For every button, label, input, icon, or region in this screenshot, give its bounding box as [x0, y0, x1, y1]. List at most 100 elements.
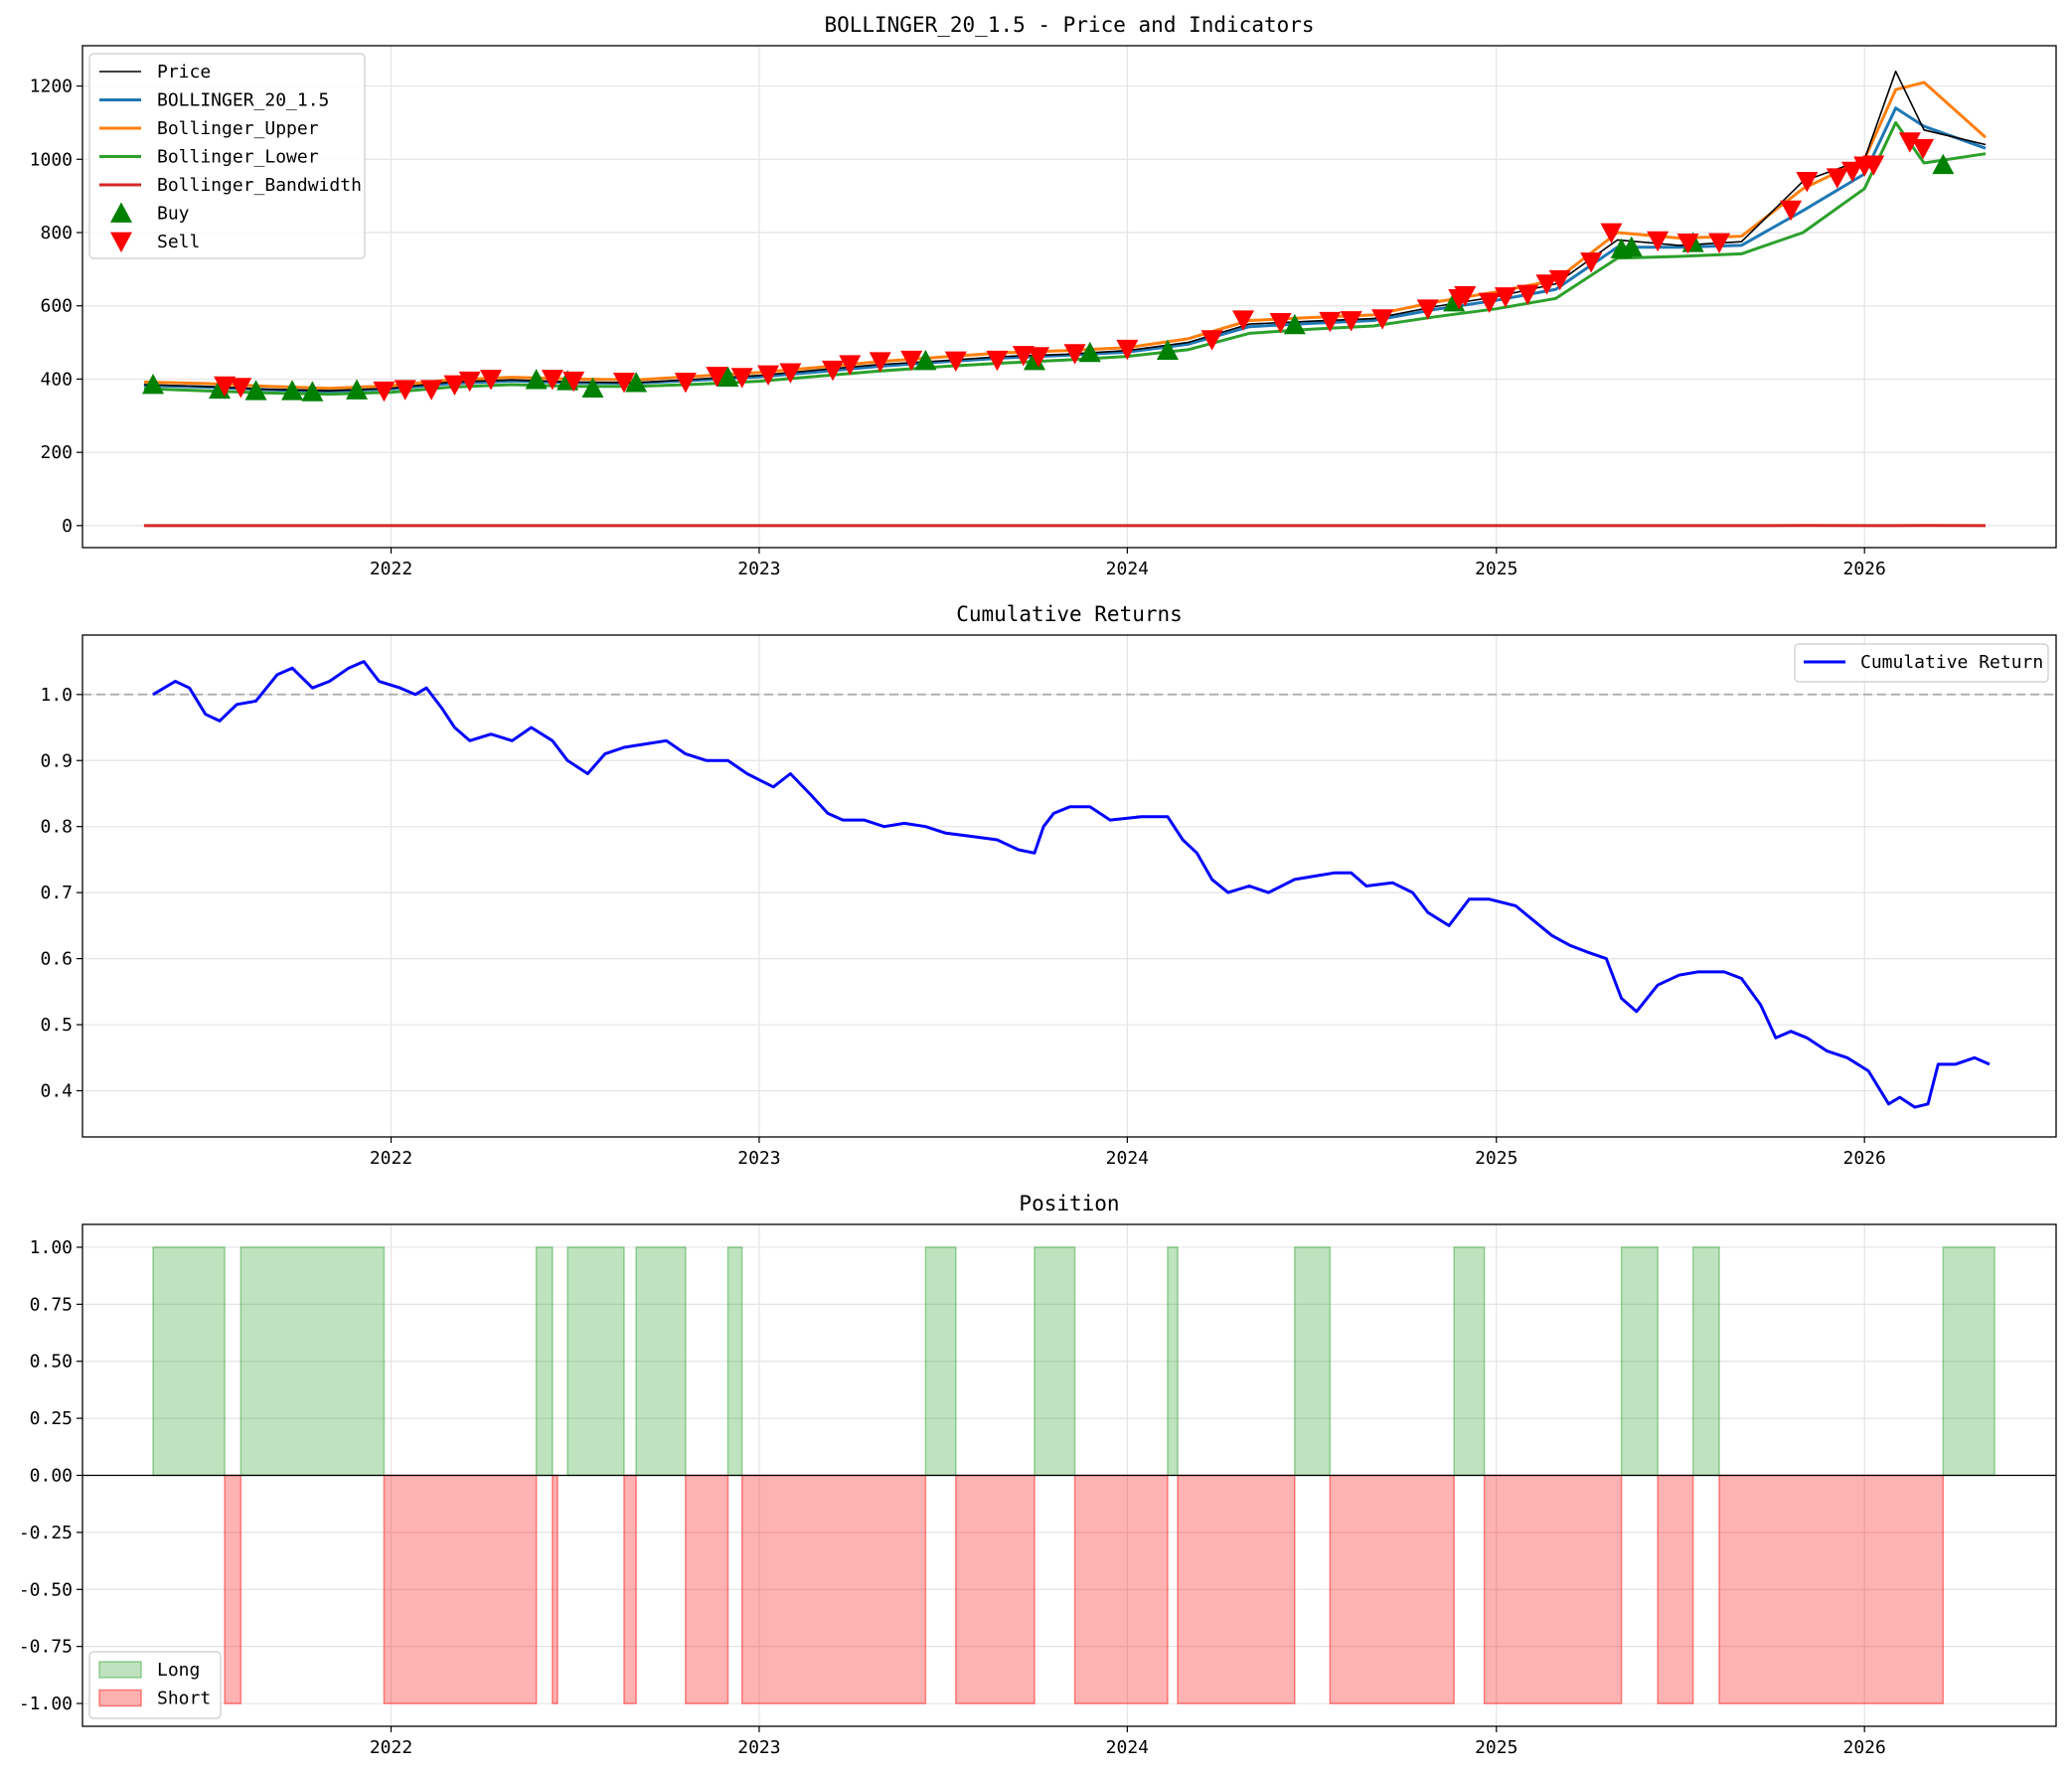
short-position-area [1718, 1474, 1945, 1704]
returns-panel: Cumulative Returns 2022 2023 2024 2025 2026 0… [40, 602, 2057, 1169]
x-tick-label: 2022 [370, 1148, 412, 1169]
x-tick-label: 2024 [1106, 1737, 1149, 1758]
sell-marker [1454, 286, 1477, 307]
y-tick-label: 0.5 [40, 1015, 73, 1036]
y-tick-label: 400 [40, 369, 73, 390]
sell-marker [458, 371, 481, 393]
legend-label: BOLLINGER_20_1.5 [157, 90, 329, 111]
sell-marker [1340, 311, 1362, 332]
buy-marker [346, 379, 369, 400]
y-tick-label: 0.25 [30, 1408, 73, 1429]
short-position-area [552, 1474, 558, 1704]
sell-marker [394, 380, 416, 401]
returns-title: Cumulative Returns [956, 602, 1183, 626]
price-axes-frame [81, 45, 2057, 549]
short-position-area [685, 1474, 729, 1704]
buy-marker [281, 380, 304, 401]
legend-swatch [98, 1661, 142, 1679]
sell-marker [1232, 310, 1255, 331]
legend-label: Bollinger_Bandwidth [157, 175, 362, 196]
buy-marker [1620, 236, 1643, 257]
long-position-area [635, 1246, 687, 1477]
x-tick-label: 2026 [1843, 1737, 1886, 1758]
buy-marker [914, 350, 937, 371]
sell-marker [1012, 346, 1035, 367]
short-position-area [1483, 1474, 1623, 1704]
long-position-area [1942, 1246, 1995, 1477]
long-position-area [566, 1246, 625, 1477]
sell-marker [1319, 311, 1342, 333]
y-tick-label: 600 [40, 296, 73, 317]
sell-marker [1862, 155, 1885, 176]
buy-marker [581, 377, 604, 399]
y-tick-label: 200 [40, 442, 73, 463]
buy-marker [1078, 341, 1101, 363]
legend-label: Bollinger_Upper [157, 118, 319, 139]
x-tick-label: 2022 [370, 559, 412, 579]
y-tick-label: 1000 [30, 149, 73, 170]
buy-marker [525, 369, 548, 390]
sell-marker [1063, 344, 1086, 365]
y-tick-label: 0.4 [40, 1080, 73, 1101]
x-tick-label: 2023 [737, 559, 780, 579]
sell-marker [562, 371, 585, 393]
position-axes-frame [81, 1223, 2057, 1727]
position-legend: Long Short [88, 1651, 222, 1719]
sell-marker [1116, 339, 1139, 361]
y-tick-label: 0.8 [40, 817, 73, 838]
sell-marker [1600, 223, 1623, 243]
sell-marker [779, 363, 802, 384]
short-position-area [1177, 1474, 1296, 1704]
legend-label: Long [157, 1660, 200, 1681]
buy-marker [301, 381, 324, 402]
sell-marker [944, 351, 967, 373]
legend-label: Short [157, 1689, 211, 1709]
y-tick-label: -1.00 [19, 1693, 73, 1714]
y-tick-label: 1.00 [30, 1237, 73, 1258]
sell-marker [1912, 138, 1935, 160]
long-position-area [535, 1246, 554, 1477]
long-position-area [726, 1246, 743, 1477]
x-tick-label: 2025 [1475, 1148, 1517, 1169]
y-tick-label: 0.6 [40, 949, 73, 970]
legend-box [1794, 643, 2049, 683]
returns-legend: Cumulative Return [1794, 643, 2049, 683]
long-position-area [152, 1246, 226, 1477]
x-tick-label: 2024 [1106, 1148, 1149, 1169]
sell-marker [110, 232, 132, 252]
buy-marker [1156, 339, 1179, 361]
legend-label: Price [157, 62, 211, 82]
y-tick-label: -0.25 [19, 1523, 73, 1543]
legend-label: Sell [157, 232, 200, 252]
sell-marker [822, 360, 845, 382]
buy-marker [244, 380, 267, 401]
sell-marker [373, 381, 396, 403]
series-cumulative-return [152, 660, 1991, 1109]
sell-marker [443, 375, 466, 396]
sell-marker [900, 350, 923, 372]
sell-marker [706, 367, 728, 388]
sell-marker [757, 365, 780, 387]
sell-marker [1580, 252, 1603, 273]
legend-label: Buy [157, 204, 190, 225]
sell-marker [1200, 330, 1223, 351]
sell-marker [1269, 312, 1292, 334]
buy-marker [142, 373, 165, 395]
long-position-area [1453, 1246, 1486, 1477]
returns-axes-frame [81, 634, 2057, 1138]
long-position-area [1691, 1246, 1720, 1477]
sell-marker [1647, 231, 1670, 252]
x-tick-label: 2026 [1843, 559, 1886, 579]
sell-marker [1898, 132, 1921, 153]
y-tick-label: 0.9 [40, 750, 73, 771]
y-tick-label: 1.0 [40, 685, 73, 706]
short-position-area [1329, 1474, 1455, 1704]
position-title: Position [1019, 1192, 1119, 1215]
long-position-area [1167, 1246, 1179, 1477]
x-tick-label: 2025 [1475, 559, 1517, 579]
long-position-area [239, 1246, 386, 1477]
long-position-area [1620, 1246, 1659, 1477]
sell-marker [480, 370, 503, 391]
sell-marker [420, 380, 443, 401]
